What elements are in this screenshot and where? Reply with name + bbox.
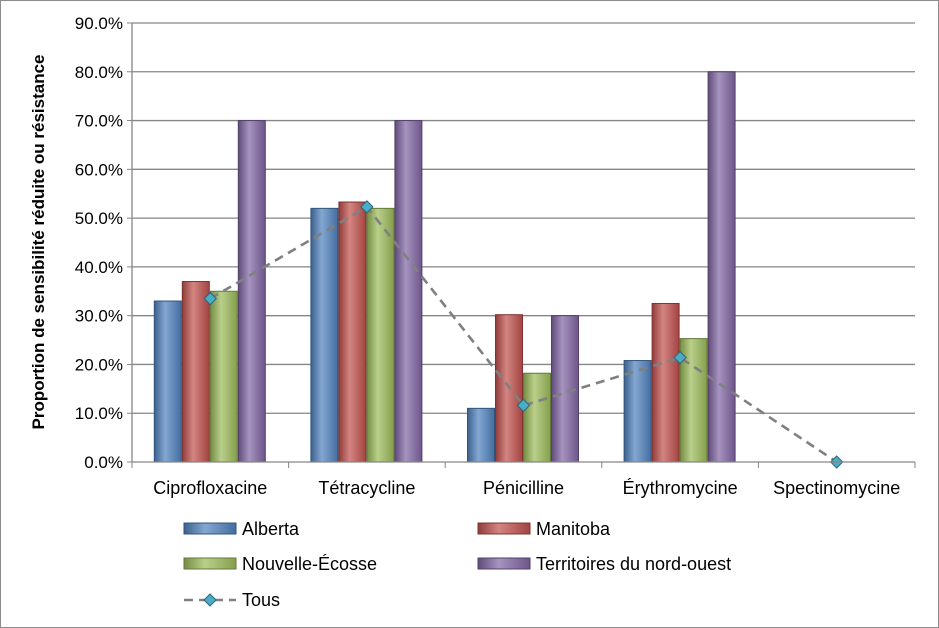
legend: Alberta Manitoba Nouvelle-Écosse Territoire…: [183, 519, 731, 610]
bar-alberta-ciprofloxacine: [153, 300, 182, 463]
point-tous-penicilline: [516, 398, 531, 413]
y-tick-labels: 0.0% 10.0% 20.0% 30.0% 40.0% 50.0% 60.0% 70.0% 8…: [75, 14, 123, 472]
x-tick-label: Ciprofloxacine: [153, 478, 267, 498]
bar-nouvelle-ecosse-tetracycline: [366, 207, 395, 463]
y-tick-label: 80.0%: [75, 63, 123, 82]
legend-item-alberta: Alberta: [183, 519, 300, 539]
legend-item-tous: Tous: [184, 590, 280, 610]
bar-nouvelle-ecosse-penicilline: [523, 372, 551, 463]
y-tick-label: 90.0%: [75, 14, 123, 33]
y-tick-label: 20.0%: [75, 355, 123, 374]
legend-item-nouvelle-ecosse: Nouvelle-Écosse: [183, 554, 377, 574]
point-tous-erythromycine: [673, 350, 687, 365]
y-tick-label: 0.0%: [84, 453, 123, 472]
x-tick-label: Spectinomycine: [773, 478, 900, 498]
y-tick-label: 10.0%: [75, 404, 123, 423]
legend-swatch: [183, 522, 237, 535]
bar-manitoba-tetracycline: [338, 201, 367, 463]
legend-swatch: [477, 522, 531, 535]
legend-swatch: [477, 557, 531, 570]
y-tick-label: 70.0%: [75, 112, 123, 131]
point-tous-ciprofloxacine: [203, 291, 218, 306]
x-tick-label: Tétracycline: [318, 478, 415, 498]
bar-territoires-du-nord-ouest-erythromycine: [707, 71, 736, 463]
bar-manitoba-ciprofloxacine: [181, 281, 210, 463]
legend-label: Territoires du nord-ouest: [536, 554, 731, 574]
y-tick-label: 50.0%: [75, 209, 123, 228]
legend-label: Alberta: [242, 519, 300, 539]
point-tous-tetracycline: [360, 200, 374, 214]
bar-nouvelle-ecosse-ciprofloxacine: [209, 290, 238, 463]
legend-marker: [203, 593, 217, 607]
legend-swatch: [183, 557, 237, 570]
bar-alberta-tetracycline: [310, 207, 339, 463]
legend-label: Nouvelle-Écosse: [242, 554, 377, 574]
x-tick-label: Érythromycine: [623, 478, 738, 498]
bars: [153, 71, 736, 463]
legend-item-territoires-du-nord-ouest: Territoires du nord-ouest: [477, 554, 731, 574]
line-tous: [209, 205, 838, 464]
y-tick-label: 30.0%: [75, 307, 123, 326]
legend-label: Manitoba: [536, 519, 611, 539]
bar-territoires-du-nord-ouest-ciprofloxacine: [237, 120, 266, 463]
bar-territoires-du-nord-ouest-penicilline: [551, 315, 579, 463]
y-tick-label: 60.0%: [75, 160, 123, 179]
x-tick-label: Pénicilline: [483, 478, 564, 498]
bar-territoires-du-nord-ouest-tetracycline: [394, 120, 423, 463]
bar-manitoba-erythromycine: [651, 302, 680, 463]
bar-alberta-penicilline: [467, 407, 495, 463]
legend-label: Tous: [242, 590, 280, 610]
bar-alberta-erythromycine: [623, 360, 652, 463]
y-axis-title: Proportion de sensibilité réduite ou rés…: [29, 54, 48, 429]
axes: [131, 23, 916, 468]
legend-item-manitoba: Manitoba: [477, 519, 611, 539]
y-tick-label: 40.0%: [75, 258, 123, 277]
category-labels: Ciprofloxacine Tétracycline Pénicilline Éry…: [153, 478, 900, 498]
